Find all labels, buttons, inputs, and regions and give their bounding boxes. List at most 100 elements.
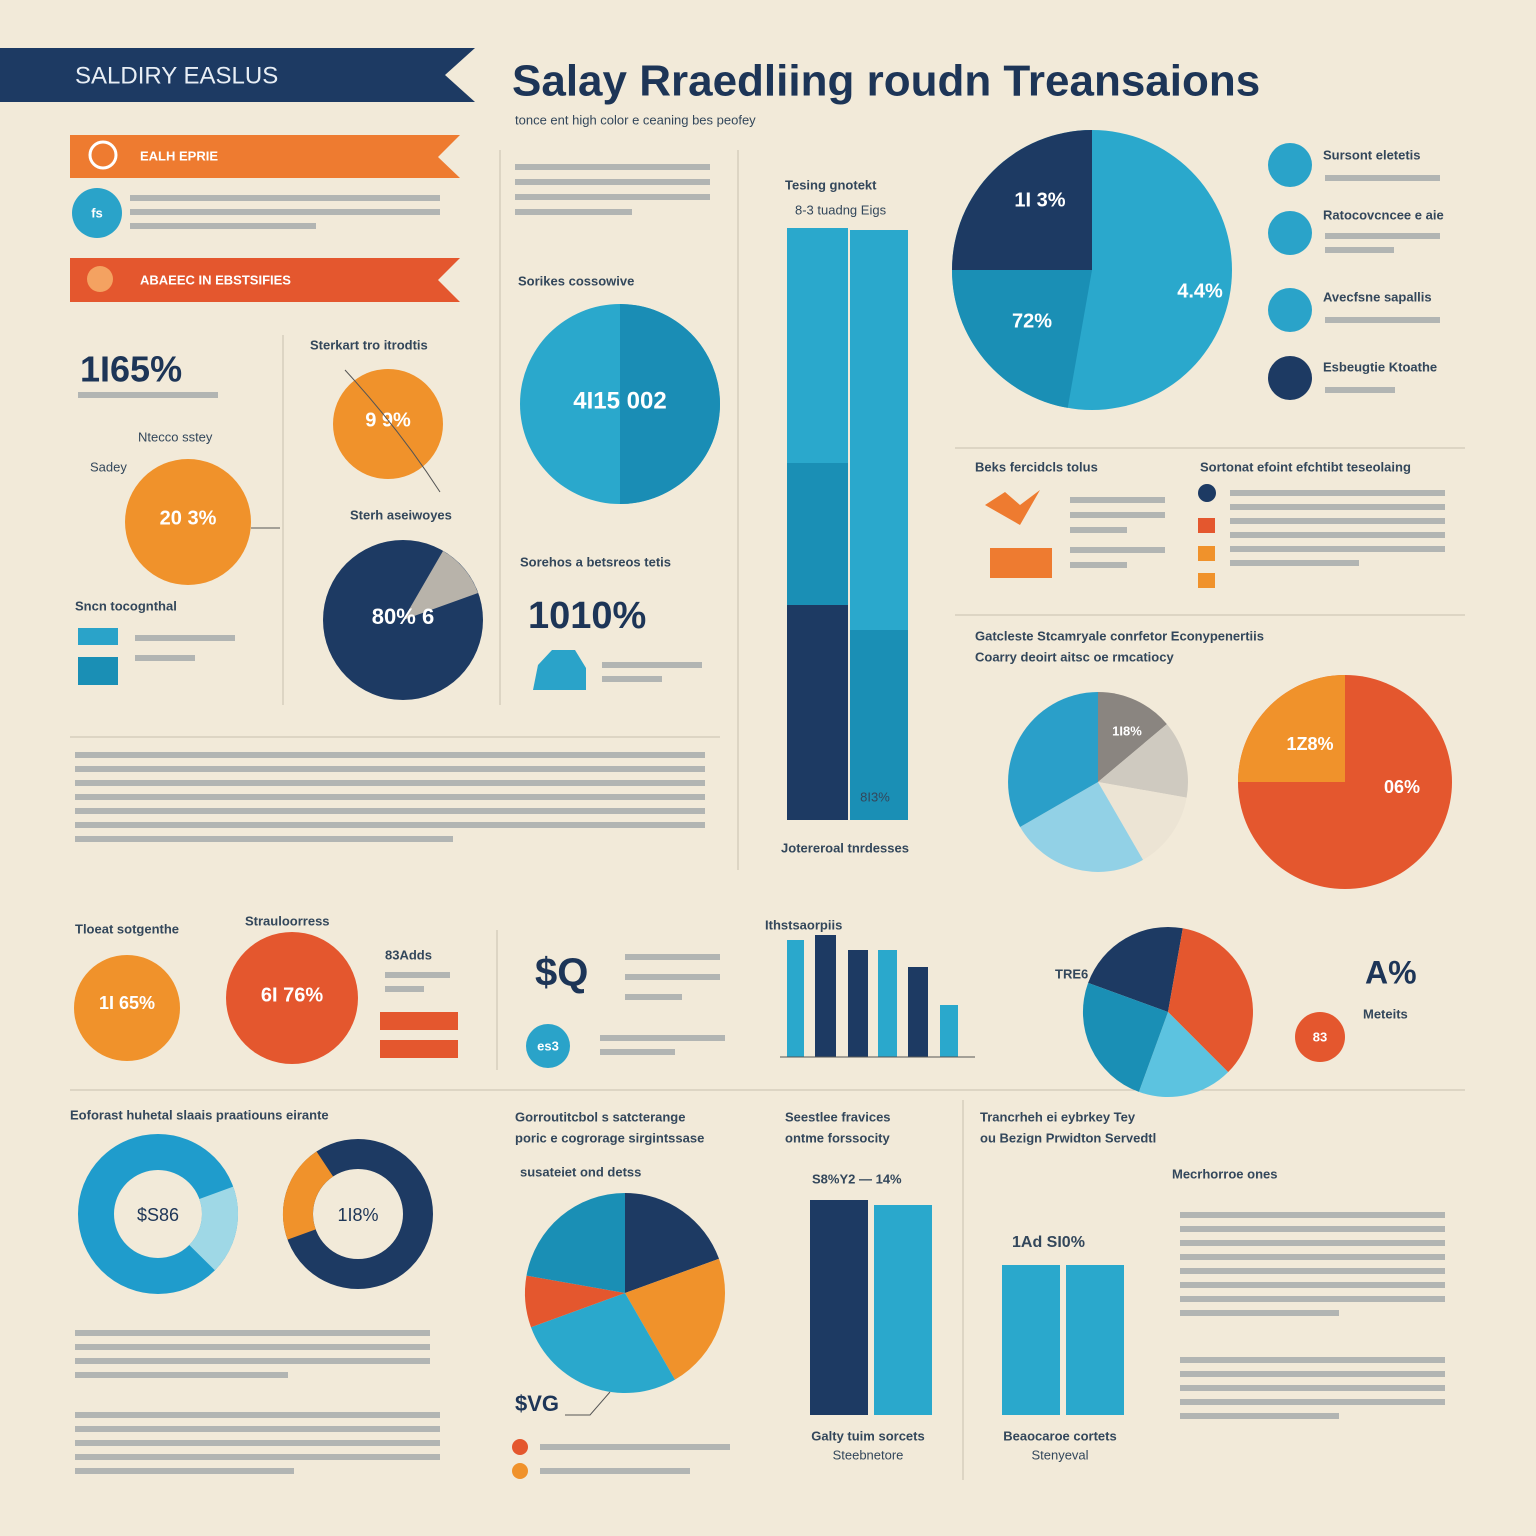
label: Ntecco sstey bbox=[138, 429, 213, 444]
text-placeholder bbox=[1070, 562, 1127, 568]
text-placeholder bbox=[1180, 1371, 1445, 1377]
heading: susateiet ond detss bbox=[520, 1164, 641, 1179]
text-placeholder bbox=[75, 1468, 294, 1474]
text-placeholder bbox=[1180, 1254, 1445, 1260]
text-placeholder bbox=[1180, 1310, 1339, 1316]
chart-caption: Steebnetore bbox=[833, 1447, 904, 1462]
pie-label: 1Z8% bbox=[1286, 734, 1333, 754]
text-placeholder bbox=[540, 1444, 730, 1450]
text-placeholder bbox=[1180, 1226, 1445, 1232]
text-placeholder bbox=[75, 1454, 440, 1460]
heading: Sortonat efoint efchtibt teseolaing bbox=[1200, 459, 1411, 474]
text-placeholder bbox=[625, 974, 720, 980]
heading: Gorroutitcbol s satcterange bbox=[515, 1109, 685, 1124]
label: Sorehos a betsreos tetis bbox=[520, 554, 671, 569]
text-placeholder bbox=[135, 655, 195, 661]
chart-caption: Jotereroal tnrdesses bbox=[781, 840, 909, 855]
text-placeholder bbox=[75, 822, 705, 828]
stat: A% bbox=[1365, 954, 1417, 990]
icon bbox=[88, 140, 118, 170]
chart-title: Ithstsaorpiis bbox=[765, 917, 842, 932]
pie-slice bbox=[526, 1193, 625, 1293]
text-placeholder bbox=[75, 794, 705, 800]
bar bbox=[815, 935, 836, 1057]
label: Sterkart tro itrodtis bbox=[310, 337, 428, 352]
text-placeholder bbox=[600, 1035, 725, 1041]
heading: ontme forssocity bbox=[785, 1130, 891, 1145]
text-placeholder bbox=[515, 164, 710, 170]
icon-circle bbox=[72, 188, 122, 238]
text-placeholder bbox=[130, 195, 440, 201]
text-placeholder bbox=[75, 1330, 430, 1336]
text-placeholder bbox=[602, 676, 662, 682]
icon bbox=[985, 490, 1040, 525]
text-placeholder bbox=[1325, 233, 1440, 239]
donut-label: 1I8% bbox=[337, 1205, 378, 1225]
list-icon bbox=[1268, 356, 1312, 400]
donut-label: $S86 bbox=[137, 1205, 179, 1225]
pie-slice bbox=[1098, 692, 1167, 782]
bar bbox=[874, 1205, 932, 1415]
icon bbox=[990, 548, 1052, 578]
heading: Mecrhorroe ones bbox=[1172, 1166, 1277, 1181]
text-placeholder bbox=[385, 972, 450, 978]
bar-segment bbox=[787, 228, 848, 463]
text-placeholder bbox=[600, 1049, 675, 1055]
label: Sadey bbox=[90, 459, 127, 474]
bar bbox=[908, 967, 928, 1057]
ribbon-text: ABAEEC IN EBSTSIFIES bbox=[140, 272, 291, 287]
list-item: Ratocovcncee e aie bbox=[1323, 207, 1444, 222]
bar-label: S8%Y2 — 14% bbox=[812, 1171, 902, 1186]
bar bbox=[848, 950, 868, 1057]
text-placeholder bbox=[1180, 1268, 1445, 1274]
text-placeholder bbox=[75, 1440, 440, 1446]
stat-circle bbox=[125, 459, 251, 585]
circle-text: 4I15 002 bbox=[573, 387, 666, 414]
pie-slice bbox=[1088, 926, 1183, 1012]
chart-caption: Beaocaroe cortets bbox=[1003, 1428, 1116, 1443]
stat-circle bbox=[74, 955, 180, 1061]
legend-title: Sncn tocognthal bbox=[75, 598, 177, 613]
icon bbox=[87, 266, 113, 292]
pie-slice bbox=[1098, 724, 1188, 798]
subtitle: tonce ent high color e ceaning bes peofe… bbox=[515, 112, 756, 127]
bar-label: 1Ad SI0% bbox=[1012, 1234, 1085, 1251]
ribbon bbox=[70, 135, 460, 178]
heading: ou Bezign Prwidton Servedtl bbox=[980, 1130, 1156, 1145]
half-circle bbox=[620, 304, 720, 504]
pie-slice bbox=[524, 1275, 625, 1328]
text-placeholder bbox=[1230, 518, 1445, 524]
title: Salay Rraedliing roudn Treansaions bbox=[512, 57, 1260, 106]
legend-dot bbox=[512, 1439, 528, 1455]
chart-subtitle: 8-3 tuadng Eigs bbox=[795, 202, 887, 217]
text-placeholder bbox=[130, 223, 316, 229]
text-placeholder bbox=[515, 179, 710, 185]
text-placeholder bbox=[1070, 497, 1165, 503]
list-icon bbox=[1268, 143, 1312, 187]
list-icon bbox=[1268, 288, 1312, 332]
heading: Gatcleste Stcamryale conrfetor Econypene… bbox=[975, 628, 1264, 643]
text-placeholder bbox=[135, 635, 235, 641]
pie-slice bbox=[1168, 928, 1253, 1073]
banner-ribbon bbox=[0, 48, 475, 102]
donut-slice bbox=[78, 1134, 238, 1294]
icon-text: es3 bbox=[537, 1038, 559, 1053]
mini-bar bbox=[380, 1012, 458, 1030]
circle-text: 80% 6 bbox=[372, 604, 434, 629]
legend-swatch bbox=[78, 628, 118, 645]
text-placeholder bbox=[602, 662, 702, 668]
leader bbox=[344, 369, 441, 493]
pie-slice bbox=[531, 1293, 675, 1394]
text-placeholder bbox=[75, 780, 705, 786]
mini-bar bbox=[380, 1040, 458, 1058]
big-stat: 1I65% bbox=[80, 349, 182, 390]
text-placeholder bbox=[75, 752, 705, 758]
bar bbox=[810, 1200, 868, 1415]
text-placeholder bbox=[1230, 532, 1445, 538]
list-item: Sursont eletetis bbox=[1323, 147, 1421, 162]
heading: Beks fercidcls tolus bbox=[975, 459, 1098, 474]
bar bbox=[878, 950, 897, 1057]
label: Meteits bbox=[1363, 1006, 1408, 1021]
heading: Seestlee fravices bbox=[785, 1109, 891, 1124]
